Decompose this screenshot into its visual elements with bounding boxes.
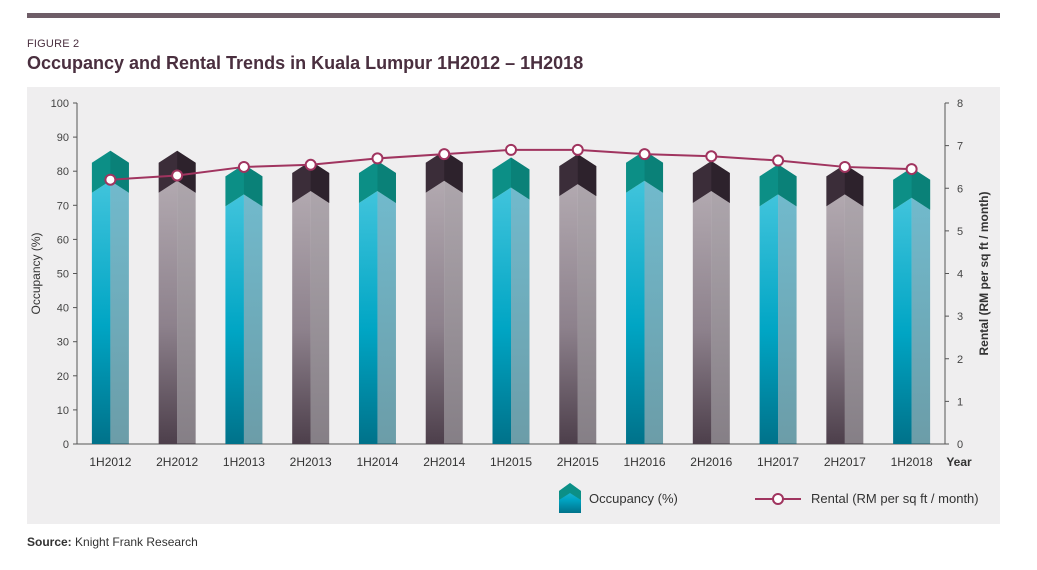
- occupancy-bar-cap-shade: [511, 157, 530, 200]
- y-tick-label-left: 70: [57, 200, 69, 212]
- occupancy-bar-shade: [911, 197, 931, 444]
- x-tick-label: 1H2014: [356, 455, 398, 469]
- x-tick-label: 1H2015: [490, 455, 532, 469]
- figure-title: Occupancy and Rental Trends in Kuala Lum…: [27, 53, 584, 73]
- occupancy-bar-cap-shade: [778, 164, 797, 207]
- rental-point: [237, 160, 250, 173]
- legend-occupancy-label: Occupancy (%): [589, 491, 678, 506]
- occupancy-bar-shade: [377, 190, 396, 444]
- y-axis-title-right: Rental (RM per sq ft / month): [977, 192, 991, 356]
- x-tick-label: 1H2016: [624, 455, 666, 469]
- legend-rental-label: Rental (RM per sq ft / month): [811, 491, 979, 506]
- occupancy-bar: [225, 194, 244, 444]
- occupancy-bar: [692, 190, 712, 444]
- occupancy-bar-cap-shade: [577, 154, 597, 197]
- occupancy-bar-cap-shade: [644, 150, 664, 193]
- rental-point: [905, 163, 918, 176]
- y-tick-label-right: 6: [957, 183, 963, 195]
- rental-point: [705, 150, 718, 163]
- occupancy-bar-shade: [444, 180, 463, 444]
- occupancy-bar-shade: [110, 180, 129, 444]
- rental-point: [304, 158, 317, 171]
- occupancy-bar-shade: [711, 190, 730, 444]
- x-tick-label: 1H2018: [891, 455, 933, 469]
- occupancy-bar: [292, 190, 311, 444]
- occupancy-bar: [893, 197, 912, 444]
- y-tick-label-right: 5: [957, 226, 963, 238]
- y-tick-label-left: 10: [57, 405, 69, 417]
- occupancy-bar-cap-shade: [911, 167, 931, 210]
- occupancy-bar-cap-shade: [310, 160, 330, 203]
- y-tick-label-right: 3: [957, 311, 963, 323]
- y-tick-label-right: 8: [957, 98, 963, 110]
- occupancy-bar: [559, 184, 578, 444]
- y-tick-label-left: 20: [57, 371, 69, 383]
- occupancy-bar: [425, 180, 445, 444]
- chart-panel: 0 10 20 30 40 50 60 70 80 90 100 0 1 2 3 4 5 6 7 8 Occupancy…: [27, 87, 1000, 524]
- source-text: Knight Frank Research: [71, 535, 198, 549]
- rental-point: [571, 143, 584, 156]
- y-tick-label-right: 0: [957, 439, 963, 451]
- x-tick-label: 2H2017: [824, 455, 866, 469]
- y-tick-label-left: 80: [57, 166, 69, 178]
- y-tick-label-left: 50: [57, 269, 69, 281]
- y-tick-label-left: 60: [57, 234, 69, 246]
- y-tick-label-left: 90: [57, 132, 69, 144]
- rental-point: [171, 169, 184, 182]
- occupancy-bar: [158, 180, 178, 444]
- rental-point: [772, 154, 785, 167]
- x-tick-label: 2H2016: [690, 455, 732, 469]
- y-tick-label-left: 0: [63, 439, 69, 451]
- occupancy-bar: [492, 187, 511, 444]
- y-tick-label-right: 1: [957, 396, 963, 408]
- source-note: Source: Knight Frank Research: [27, 535, 198, 549]
- rental-point: [838, 160, 851, 173]
- legend-rental-marker: [772, 493, 784, 505]
- occupancy-bar-shade: [844, 194, 864, 444]
- occupancy-bar-cap-shade: [243, 164, 263, 207]
- occupancy-bar: [626, 180, 645, 444]
- occupancy-bar: [91, 180, 111, 444]
- y-tick-label-left: 40: [57, 303, 69, 315]
- x-tick-label: 1H2013: [223, 455, 265, 469]
- occupancy-bar-shade: [511, 187, 530, 444]
- occupancy-rental-chart: 0 10 20 30 40 50 60 70 80 90 100 0 1 2 3 4 5 6 7 8 Occupancy…: [29, 98, 991, 513]
- x-tick-label: 2H2015: [557, 455, 599, 469]
- y-tick-label-left: 30: [57, 337, 69, 349]
- y-tick-label-right: 2: [957, 354, 963, 366]
- occupancy-bar-shade: [778, 194, 797, 444]
- y-axis-title-left: Occupancy (%): [29, 232, 43, 314]
- occupancy-bar: [759, 194, 779, 444]
- occupancy-bar-cap-shade: [711, 160, 730, 203]
- legend-occupancy-swatch-cap: [559, 483, 581, 500]
- occupancy-bar-cap-shade: [177, 150, 196, 193]
- occupancy-bar-shade: [177, 180, 196, 444]
- x-tick-label: 2H2013: [290, 455, 332, 469]
- occupancy-bar-cap-shade: [844, 164, 864, 207]
- occupancy-bar-cap-shade: [444, 150, 463, 193]
- x-tick-label: 1H2017: [757, 455, 799, 469]
- occupancy-bar: [358, 190, 378, 444]
- y-tick-label-right: 4: [957, 269, 963, 281]
- occupancy-bar-shade: [644, 180, 664, 444]
- occupancy-bar-shade: [310, 190, 330, 444]
- rental-point: [104, 173, 117, 186]
- x-tick-label: 2H2014: [423, 455, 465, 469]
- x-tick-label: 1H2012: [89, 455, 131, 469]
- occupancy-bar-shade: [577, 184, 597, 444]
- rental-point: [438, 148, 451, 161]
- y-tick-label-right: 7: [957, 141, 963, 153]
- y-tick-label-left: 100: [51, 98, 69, 110]
- occupancy-bar-shade: [243, 194, 263, 444]
- rental-point: [505, 143, 517, 156]
- occupancy-bar: [826, 194, 845, 444]
- figure-label: FIGURE 2: [27, 38, 80, 50]
- rental-point: [638, 148, 651, 161]
- occupancy-bar-cap-shade: [377, 160, 396, 203]
- top-rule: [27, 13, 1000, 18]
- rental-point: [371, 152, 384, 165]
- x-tick-label: 2H2012: [156, 455, 198, 469]
- x-axis-title: Year: [946, 455, 972, 469]
- source-prefix: Source:: [27, 535, 72, 549]
